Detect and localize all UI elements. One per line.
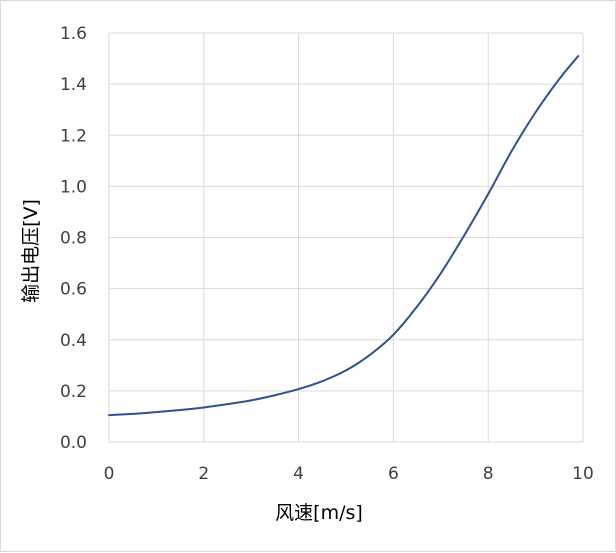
x-axis-tick-labels: 0 2 4 6 8 10 (104, 464, 594, 484)
y-axis-title: 输出电压[V] (20, 199, 42, 303)
y-tick-label: 1.4 (60, 75, 87, 95)
y-tick-label: 1.6 (60, 24, 87, 44)
x-tick-label: 6 (388, 464, 399, 484)
y-tick-label: 0.0 (60, 433, 87, 453)
y-tick-label: 0.4 (60, 331, 87, 351)
y-tick-label: 0.2 (60, 382, 87, 402)
x-tick-label: 2 (198, 464, 209, 484)
y-tick-label: 1.0 (60, 177, 87, 197)
x-axis-title: 风速[m/s] (275, 502, 363, 524)
y-tick-label: 1.2 (60, 126, 87, 146)
series-line (108, 55, 580, 417)
x-tick-label: 4 (293, 464, 304, 484)
y-tick-label: 0.8 (60, 229, 87, 249)
grid-lines (108, 32, 584, 443)
x-tick-label: 8 (483, 464, 494, 484)
x-tick-label: 10 (572, 464, 594, 484)
x-tick-label: 0 (104, 464, 115, 484)
series-group (108, 55, 580, 417)
y-tick-label: 0.6 (60, 280, 87, 300)
y-axis-tick-labels: 0.0 0.2 0.4 0.6 0.8 1.0 1.2 1.4 1.6 (60, 24, 87, 453)
